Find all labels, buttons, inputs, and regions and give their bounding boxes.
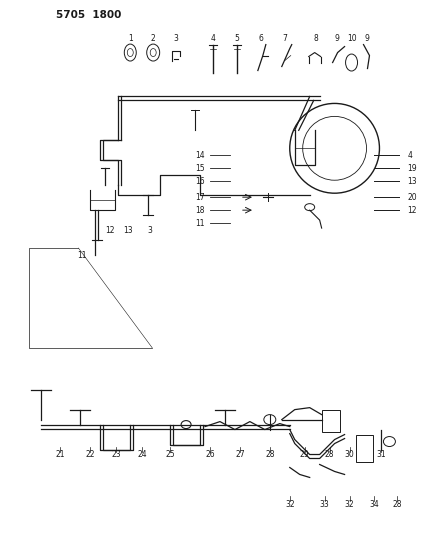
Text: 28: 28: [265, 450, 275, 459]
Text: 22: 22: [86, 450, 95, 459]
Text: 8: 8: [313, 34, 318, 43]
Text: 21: 21: [56, 450, 65, 459]
Text: 5: 5: [235, 34, 239, 43]
Text: 5705  1800: 5705 1800: [56, 10, 121, 20]
Text: 3: 3: [148, 225, 153, 235]
Text: 17: 17: [196, 193, 205, 201]
Text: 27: 27: [235, 450, 245, 459]
Text: 25: 25: [165, 450, 175, 459]
Text: 16: 16: [196, 177, 205, 185]
Text: 6: 6: [259, 34, 263, 43]
Text: 20: 20: [407, 193, 417, 201]
Text: 29: 29: [300, 450, 309, 459]
Text: 9: 9: [364, 34, 369, 43]
Text: 28: 28: [325, 450, 334, 459]
Text: 3: 3: [174, 34, 178, 43]
Text: 24: 24: [137, 450, 147, 459]
Text: 9: 9: [334, 34, 339, 43]
Bar: [322, 410, 339, 432]
Text: 4: 4: [407, 151, 412, 160]
Text: 33: 33: [320, 500, 330, 509]
Text: 7: 7: [282, 34, 287, 43]
Text: 30: 30: [345, 450, 354, 459]
Text: 19: 19: [407, 164, 417, 173]
Text: 28: 28: [392, 500, 402, 509]
Text: 2: 2: [151, 34, 155, 43]
Text: 13: 13: [123, 225, 133, 235]
Text: 10: 10: [347, 34, 357, 43]
Text: 31: 31: [377, 450, 386, 459]
Text: 32: 32: [345, 500, 354, 509]
Text: 4: 4: [211, 34, 215, 43]
Text: 13: 13: [407, 177, 417, 185]
Text: 12: 12: [407, 206, 417, 215]
Text: 11: 11: [77, 251, 87, 260]
Text: 26: 26: [205, 450, 215, 459]
Bar: [356, 434, 374, 463]
Text: 14: 14: [196, 151, 205, 160]
Text: 34: 34: [370, 500, 379, 509]
Text: 32: 32: [285, 500, 294, 509]
Text: 1: 1: [128, 34, 133, 43]
Text: 18: 18: [196, 206, 205, 215]
Text: 23: 23: [112, 450, 121, 459]
Text: 12: 12: [106, 225, 115, 235]
Text: 15: 15: [196, 164, 205, 173]
Text: 11: 11: [196, 219, 205, 228]
